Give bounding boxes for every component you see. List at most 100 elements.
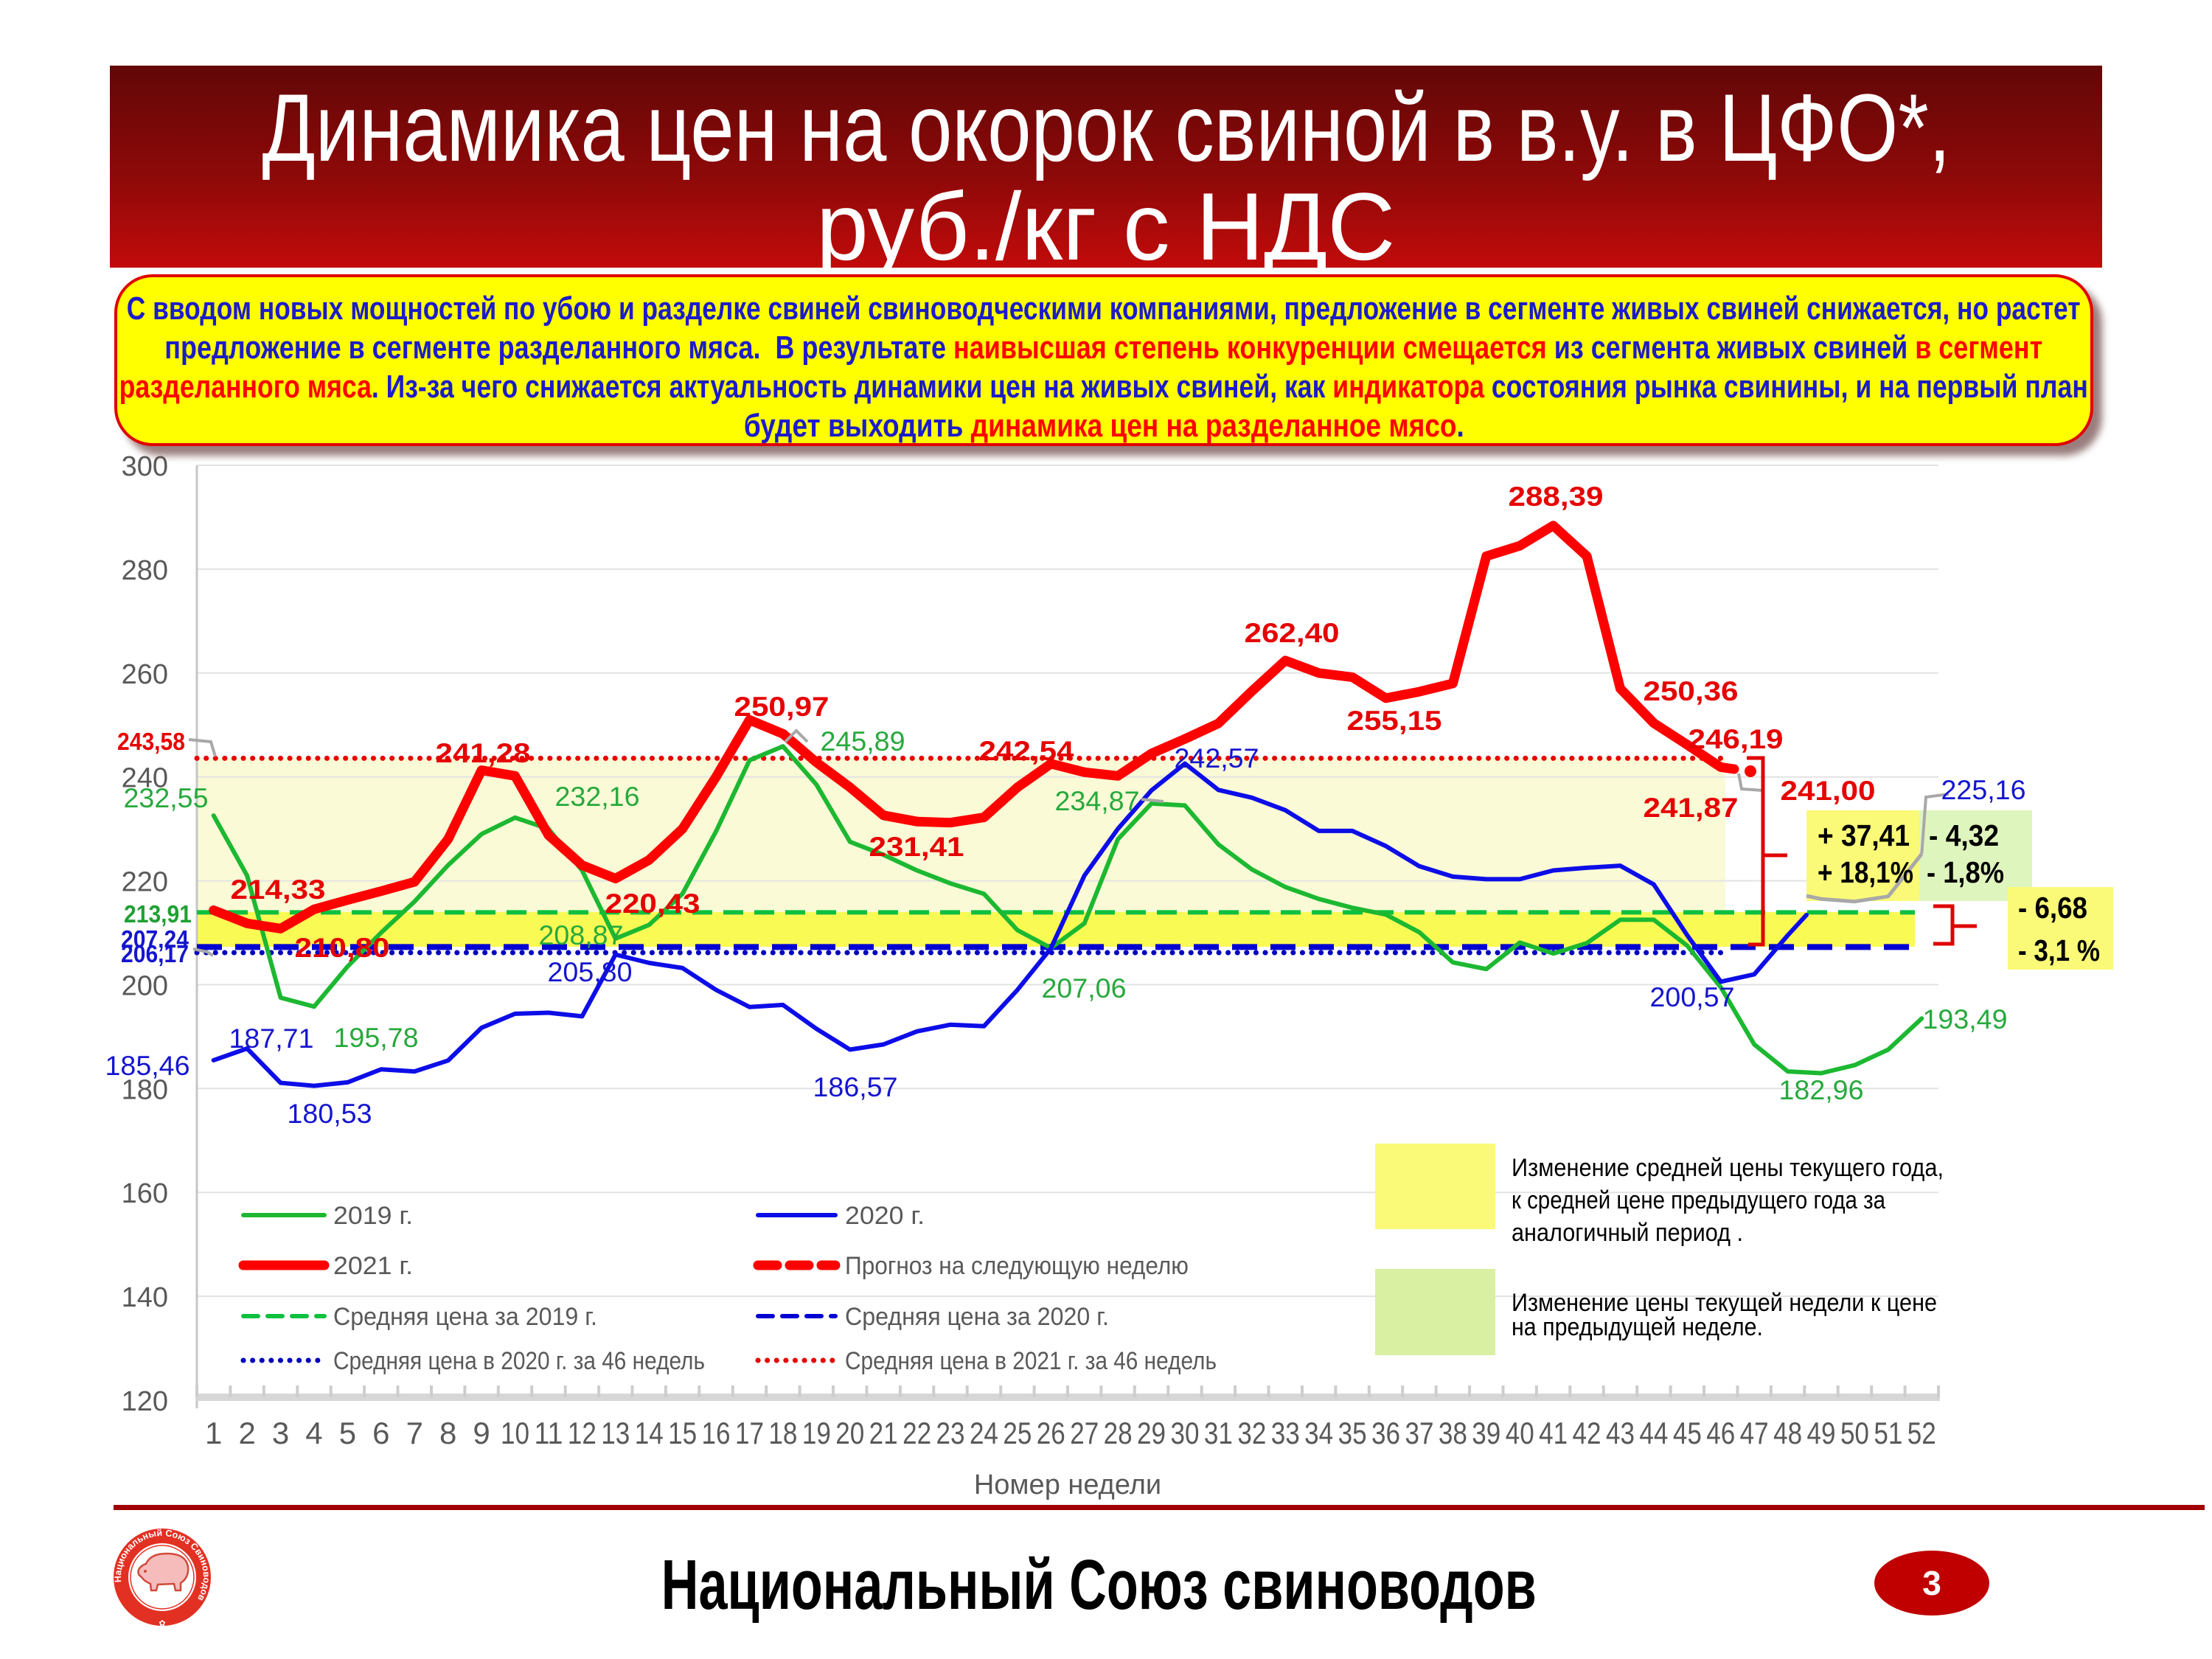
svg-text:232,55: 232,55 — [124, 783, 209, 813]
svg-text:2021 г.: 2021 г. — [333, 1252, 413, 1280]
svg-text:- 1,8%: - 1,8% — [1927, 855, 2004, 889]
svg-text:36: 36 — [1371, 1416, 1400, 1450]
svg-text:241,28: 241,28 — [436, 738, 531, 768]
svg-text:207,06: 207,06 — [1042, 973, 1127, 1004]
svg-text:Прогноз на следующую неделю: Прогноз на следующую неделю — [845, 1252, 1189, 1280]
svg-text:180,53: 180,53 — [288, 1099, 372, 1129]
svg-text:6: 6 — [372, 1416, 389, 1450]
svg-text:140: 140 — [122, 1282, 168, 1313]
svg-text:26: 26 — [1037, 1416, 1065, 1450]
svg-text:48: 48 — [1773, 1416, 1802, 1450]
svg-text:180: 180 — [122, 1074, 168, 1105]
svg-text:19: 19 — [802, 1416, 831, 1450]
svg-text:185,46: 185,46 — [105, 1051, 190, 1081]
svg-text:250,97: 250,97 — [734, 692, 830, 722]
svg-text:1: 1 — [205, 1416, 222, 1450]
svg-text:231,41: 231,41 — [869, 832, 964, 862]
svg-text:39: 39 — [1472, 1416, 1500, 1450]
svg-text:к средней цене предыдущего год: к средней цене предыдущего года за — [1512, 1186, 1885, 1214]
svg-text:24: 24 — [970, 1416, 998, 1450]
svg-text:14: 14 — [635, 1416, 664, 1450]
svg-text:Средняя цена за 2020 г.: Средняя цена за 2020 г. — [845, 1303, 1109, 1331]
svg-text:- 3,1 %: - 3,1 % — [2018, 933, 2100, 967]
svg-text:34: 34 — [1304, 1416, 1333, 1450]
svg-text:Изменение средней цены текущег: Изменение средней цены текущего года, — [1512, 1154, 1944, 1182]
svg-text:22: 22 — [902, 1416, 931, 1450]
svg-text:20: 20 — [835, 1416, 864, 1450]
svg-text:225,16: 225,16 — [1941, 775, 2026, 805]
svg-text:Изменение цены текущей недели: Изменение цены текущей недели к цене — [1512, 1289, 1937, 1317]
svg-text:213,91: 213,91 — [124, 900, 192, 928]
svg-text:16: 16 — [702, 1416, 731, 1450]
svg-text:31: 31 — [1204, 1416, 1233, 1450]
svg-text:220: 220 — [122, 867, 168, 898]
svg-text:8: 8 — [439, 1416, 456, 1450]
svg-text:243,58: 243,58 — [117, 728, 185, 755]
svg-text:234,87: 234,87 — [1055, 786, 1140, 816]
svg-text:28: 28 — [1104, 1416, 1133, 1450]
svg-text:246,19: 246,19 — [1688, 724, 1784, 754]
svg-text:250,36: 250,36 — [1644, 676, 1739, 706]
svg-text:+ 18,1%: + 18,1% — [1818, 855, 1913, 889]
svg-text:195,78: 195,78 — [334, 1023, 419, 1053]
svg-text:260: 260 — [122, 659, 168, 690]
svg-text:Средняя цена в 2021 г. за 46 н: Средняя цена в 2021 г. за 46 недель — [845, 1347, 1217, 1375]
svg-text:18: 18 — [768, 1416, 797, 1450]
svg-text:44: 44 — [1639, 1416, 1668, 1450]
svg-text:262,40: 262,40 — [1245, 618, 1340, 648]
svg-text:- 6,68: - 6,68 — [2018, 891, 2087, 925]
svg-text:46: 46 — [1706, 1416, 1735, 1450]
svg-text:52: 52 — [1907, 1416, 1936, 1450]
svg-text:Средняя цена в 2020 г. за 46 н: Средняя цена в 2020 г. за 46 недель — [333, 1347, 705, 1375]
svg-text:37: 37 — [1405, 1416, 1433, 1450]
svg-text:✿: ✿ — [159, 1619, 165, 1628]
svg-text:220,43: 220,43 — [605, 888, 700, 919]
svg-text:182,96: 182,96 — [1779, 1075, 1864, 1105]
svg-text:29: 29 — [1137, 1416, 1166, 1450]
svg-text:206,17: 206,17 — [121, 940, 189, 967]
svg-text:120: 120 — [122, 1386, 168, 1417]
svg-text:33: 33 — [1271, 1416, 1300, 1450]
svg-text:30: 30 — [1170, 1416, 1199, 1450]
svg-text:210,80: 210,80 — [295, 933, 390, 963]
svg-text:9: 9 — [473, 1416, 490, 1450]
svg-text:12: 12 — [568, 1416, 597, 1450]
svg-text:280: 280 — [122, 555, 168, 586]
svg-text:11: 11 — [534, 1416, 563, 1450]
svg-text:49: 49 — [1807, 1416, 1836, 1450]
svg-text:23: 23 — [936, 1416, 965, 1450]
svg-text:25: 25 — [1003, 1416, 1032, 1450]
svg-text:2019 г.: 2019 г. — [333, 1202, 413, 1230]
svg-text:214,33: 214,33 — [231, 874, 326, 905]
svg-text:240: 240 — [122, 763, 168, 794]
svg-text:288,39: 288,39 — [1509, 481, 1604, 512]
svg-text:+ 37,41: + 37,41 — [1818, 818, 1910, 852]
svg-text:15: 15 — [668, 1416, 697, 1450]
svg-text:27: 27 — [1070, 1416, 1099, 1450]
svg-text:5: 5 — [339, 1416, 356, 1450]
svg-text:Средняя цена за 2019 г.: Средняя цена за 2019 г. — [333, 1303, 597, 1331]
svg-text:207,24: 207,24 — [121, 925, 189, 953]
svg-text:Номер недели: Номер недели — [974, 1470, 1161, 1500]
svg-text:- 4,32: - 4,32 — [1929, 818, 1999, 852]
svg-text:45: 45 — [1673, 1416, 1702, 1450]
svg-text:3: 3 — [272, 1416, 289, 1450]
svg-text:10: 10 — [501, 1416, 529, 1450]
svg-text:43: 43 — [1606, 1416, 1635, 1450]
svg-text:35: 35 — [1338, 1416, 1367, 1450]
svg-text:2020 г.: 2020 г. — [845, 1202, 925, 1230]
svg-text:208,87: 208,87 — [539, 920, 624, 950]
svg-text:242,54: 242,54 — [979, 736, 1074, 766]
svg-text:300: 300 — [122, 451, 168, 482]
svg-text:51: 51 — [1874, 1416, 1902, 1450]
svg-text:232,16: 232,16 — [555, 782, 640, 812]
svg-text:50: 50 — [1840, 1416, 1869, 1450]
svg-text:47: 47 — [1740, 1416, 1769, 1450]
svg-text:241,00: 241,00 — [1781, 776, 1876, 806]
svg-text:38: 38 — [1439, 1416, 1467, 1450]
svg-text:13: 13 — [601, 1416, 630, 1450]
svg-text:193,49: 193,49 — [1923, 1004, 2008, 1034]
svg-text:40: 40 — [1506, 1416, 1534, 1450]
svg-text:160: 160 — [122, 1178, 168, 1209]
svg-text:аналогичный период .: аналогичный период . — [1512, 1219, 1743, 1247]
